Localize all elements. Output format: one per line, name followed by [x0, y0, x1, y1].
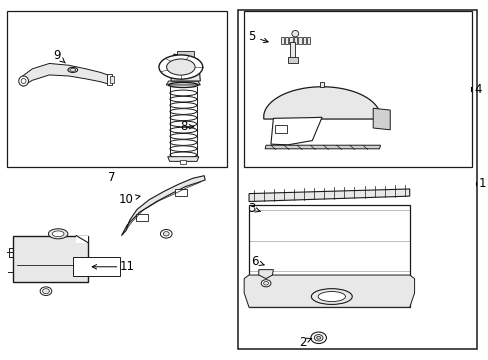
Polygon shape	[22, 63, 107, 86]
Bar	[374, 114, 387, 116]
Ellipse shape	[311, 289, 351, 305]
Bar	[285, 37, 288, 44]
Polygon shape	[171, 54, 200, 81]
Bar	[287, 57, 297, 63]
Bar	[290, 42, 295, 58]
Bar	[175, 189, 186, 196]
Ellipse shape	[314, 334, 323, 341]
Ellipse shape	[169, 96, 196, 102]
Ellipse shape	[169, 103, 196, 108]
Bar	[302, 37, 305, 44]
Polygon shape	[177, 50, 194, 58]
Ellipse shape	[160, 229, 172, 238]
Ellipse shape	[21, 78, 26, 84]
Ellipse shape	[169, 109, 196, 114]
Polygon shape	[270, 117, 322, 145]
Ellipse shape	[48, 229, 68, 239]
Text: 7: 7	[108, 171, 115, 184]
Polygon shape	[110, 76, 113, 83]
Bar	[289, 37, 292, 44]
Ellipse shape	[70, 68, 76, 71]
Bar	[136, 214, 147, 221]
Bar	[374, 125, 387, 127]
Ellipse shape	[169, 115, 196, 121]
Ellipse shape	[169, 134, 196, 139]
Bar	[320, 82, 324, 87]
Text: 8: 8	[180, 120, 193, 133]
Ellipse shape	[318, 292, 345, 302]
Polygon shape	[248, 205, 409, 307]
Ellipse shape	[169, 121, 196, 127]
Text: 9: 9	[53, 49, 65, 63]
Ellipse shape	[169, 90, 196, 96]
Bar	[293, 37, 297, 44]
Ellipse shape	[52, 231, 64, 237]
Bar	[238, 10, 476, 348]
Polygon shape	[106, 74, 111, 85]
Bar	[274, 126, 286, 133]
Ellipse shape	[310, 332, 326, 343]
Bar	[13, 235, 88, 282]
Ellipse shape	[19, 76, 28, 86]
Polygon shape	[166, 81, 200, 85]
Text: 11: 11	[119, 260, 134, 273]
Bar	[298, 37, 301, 44]
Ellipse shape	[159, 55, 203, 79]
Ellipse shape	[42, 289, 49, 294]
Bar	[6, 12, 226, 167]
Text: 10: 10	[119, 193, 140, 206]
Polygon shape	[258, 270, 273, 279]
Bar	[244, 12, 471, 167]
Polygon shape	[121, 176, 205, 235]
Ellipse shape	[166, 59, 195, 75]
Bar	[280, 37, 284, 44]
Ellipse shape	[316, 336, 320, 339]
Polygon shape	[248, 189, 409, 202]
Bar	[374, 117, 387, 120]
Ellipse shape	[263, 282, 268, 285]
Polygon shape	[372, 108, 389, 130]
Bar	[180, 67, 190, 76]
Bar	[374, 121, 387, 123]
Ellipse shape	[291, 31, 298, 37]
Ellipse shape	[169, 140, 196, 145]
Polygon shape	[263, 87, 380, 119]
Ellipse shape	[169, 146, 196, 152]
Text: 4: 4	[473, 83, 481, 96]
Text: 2: 2	[298, 336, 311, 348]
Text: 3: 3	[247, 202, 260, 215]
Bar	[306, 37, 310, 44]
Ellipse shape	[40, 287, 52, 296]
Polygon shape	[244, 275, 414, 307]
Text: 5: 5	[247, 30, 268, 43]
Ellipse shape	[261, 280, 270, 287]
Ellipse shape	[169, 127, 196, 133]
Bar	[73, 257, 120, 276]
Text: 1: 1	[478, 177, 486, 190]
Ellipse shape	[68, 67, 78, 72]
Ellipse shape	[163, 231, 169, 236]
Bar	[180, 160, 186, 164]
Polygon shape	[264, 145, 380, 149]
Polygon shape	[167, 157, 199, 161]
Ellipse shape	[169, 152, 196, 158]
Text: 6: 6	[251, 255, 264, 268]
Polygon shape	[76, 235, 88, 243]
